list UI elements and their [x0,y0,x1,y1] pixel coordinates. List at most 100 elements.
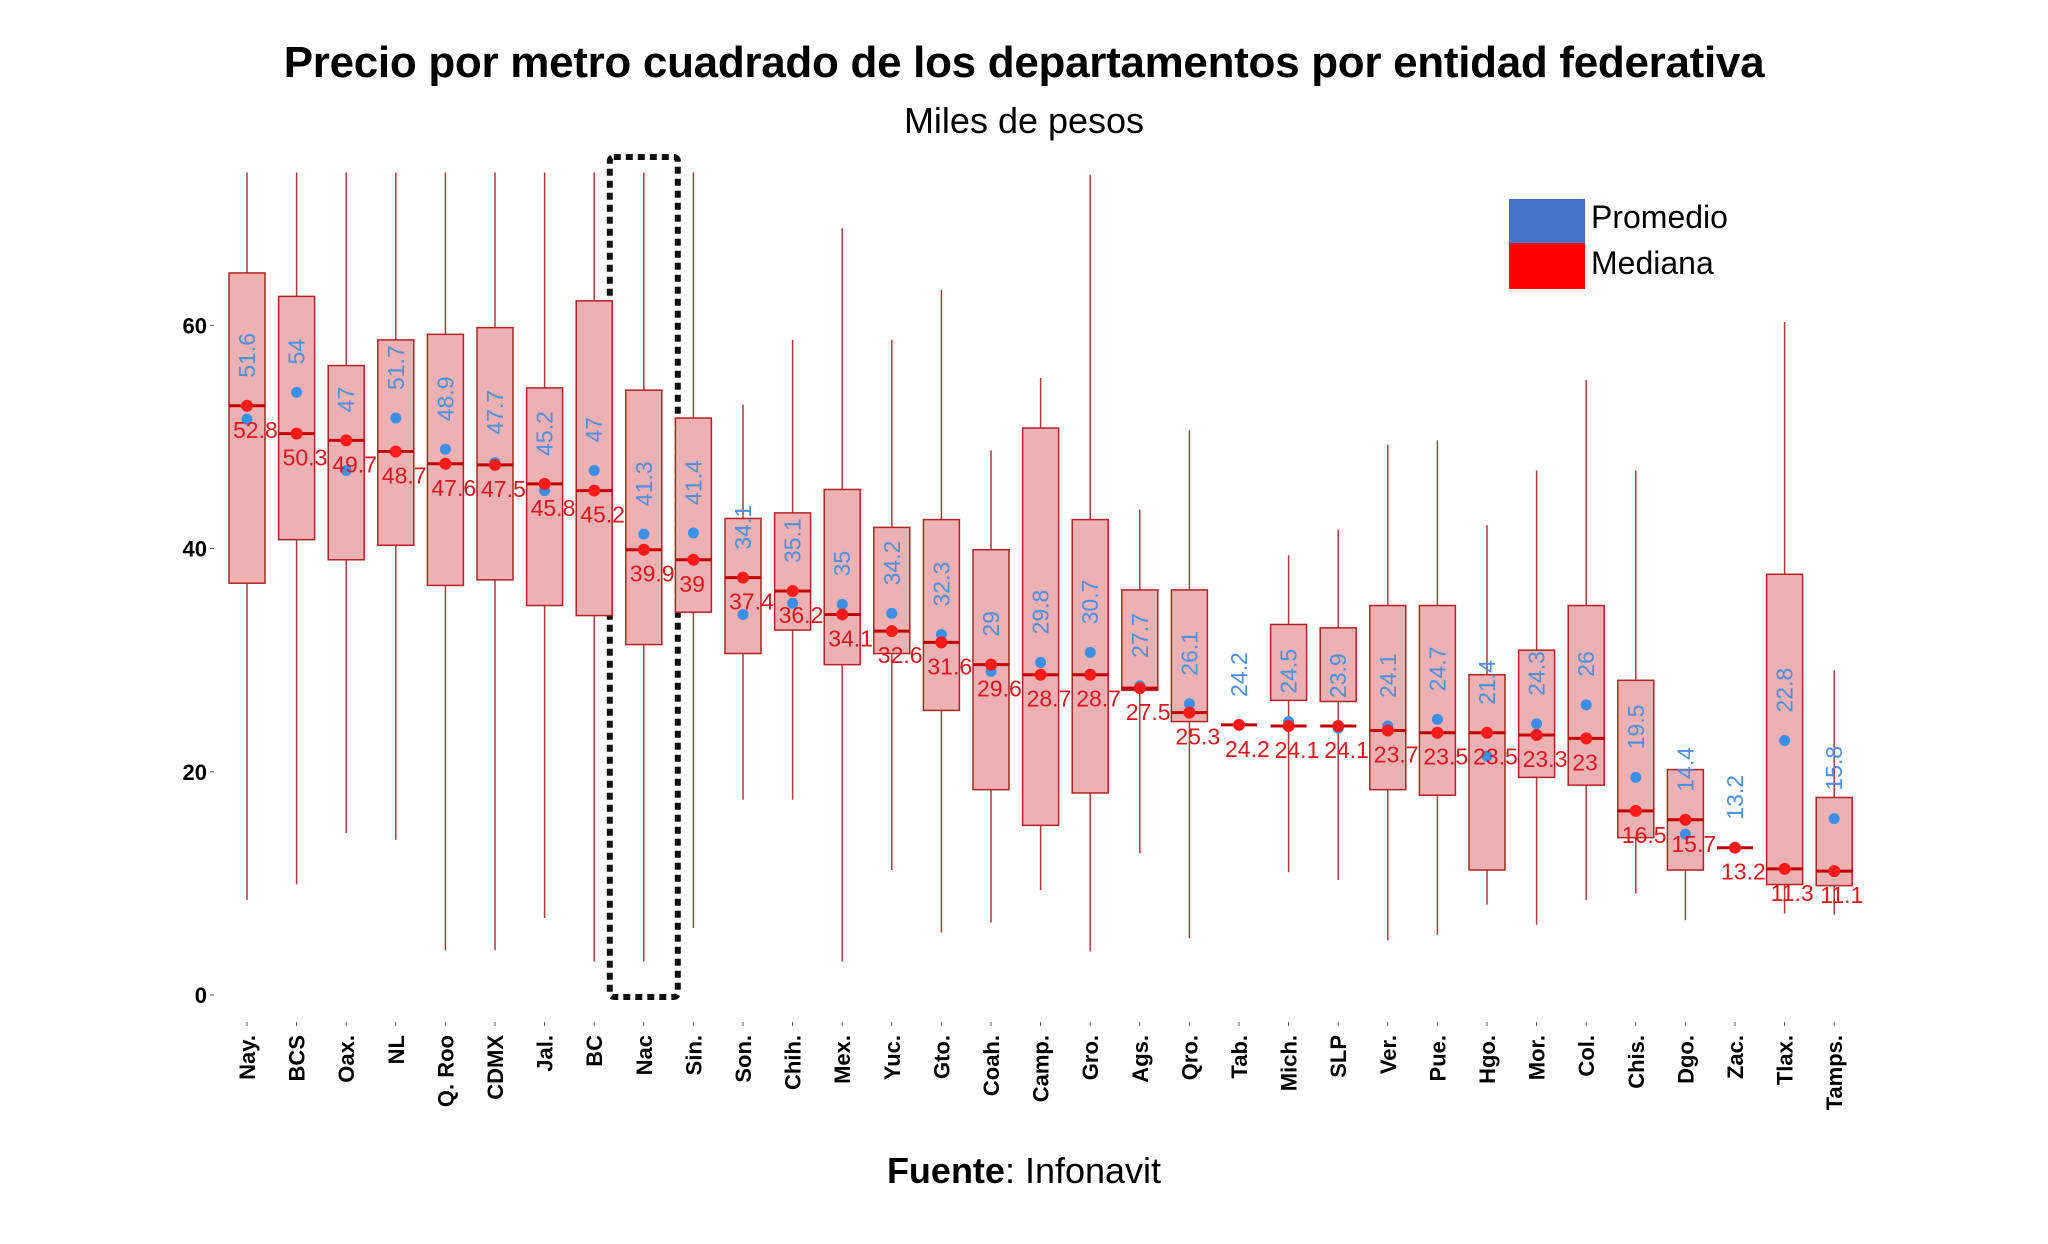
x-tick-label: Tamps. [1822,1035,1847,1110]
iqr-box [277,295,316,541]
iqr-box [1269,623,1308,702]
median-label: 13.2 [1721,859,1766,885]
iqr-box [1517,649,1556,779]
iqr-box [476,326,514,581]
mean-label: 26 [1573,651,1599,677]
median-dot [1034,668,1047,681]
iqr-box [1369,604,1407,791]
mean-dot [1084,646,1096,658]
x-tick-label: Gto. [929,1035,954,1079]
box-sin: 41.4 39 [674,172,713,929]
mean-label: 34.2 [879,541,905,586]
legend: Promedio Mediana [1509,199,1728,289]
mean-dot [1481,750,1493,762]
x-tick-label: Chis. [1624,1035,1649,1089]
median-dot [1233,718,1245,731]
x-tick-label: BC [582,1035,607,1067]
mean-dot [340,464,352,476]
median-label: 24.2 [1225,736,1270,762]
mean-label: 15.8 [1821,746,1847,791]
iqr-box [724,517,762,655]
mean-dot [1431,713,1443,725]
median-dot [489,458,501,471]
box-nac: 41.3 39.9 [625,172,675,962]
median-label: 25.3 [1175,724,1220,750]
iqr-box [1121,589,1159,692]
mean-dot [1630,771,1642,783]
median-label: 24.1 [1324,737,1369,763]
x-tick-label: Camp. [1029,1035,1054,1102]
iqr-box [228,272,266,584]
iqr-box [773,512,812,631]
legend-swatch-mediana [1509,243,1585,289]
median-dot [1729,841,1741,854]
box-qro: 26.1 25.3 [1170,430,1220,939]
median-dot [340,434,353,447]
box-mich: 24.5 24.1 [1269,555,1320,873]
median-dot [241,399,253,412]
box-camp: 29.8 28.7 [1021,377,1071,891]
mean-dot [1035,656,1047,668]
median-dot [1629,804,1642,817]
box-mex: 35 34.1 [823,228,873,962]
median-dot [637,543,650,556]
iqr-box [327,364,365,561]
mean-label: 32.3 [928,562,954,607]
median-label: 48.7 [382,463,427,489]
x-tick-label: Ver. [1376,1035,1401,1074]
mean-label: 35 [829,551,855,577]
median-label: 45.2 [580,502,625,528]
box-dgo: 14.4 15.7 [1666,747,1716,921]
median-dot [1133,682,1146,695]
chart-title: Precio por metro cuadrado de los departa… [283,38,1765,87]
y-tick-label: 0 [195,983,207,1008]
x-tick-label: Nac [632,1035,657,1075]
median-dot [538,477,551,490]
box-tab: 24.2 24.2 [1221,652,1270,762]
box-coah: 29 29.6 [972,450,1022,923]
median-label: 52.8 [233,417,278,443]
mean-label: 48.9 [432,377,458,422]
median-dot [737,571,749,584]
mean-dot [1531,718,1543,730]
box-zac: 13.2 13.2 [1717,775,1766,885]
y-axis: 0 20 40 60 [183,313,214,1008]
x-tick-label: CDMX [483,1035,508,1100]
legend-label-promedio: Promedio [1591,199,1728,235]
x-axis: Nay. BCS Oax. NL Q. Roo CDMX Jal. BC Nac Sin. Son.… [235,1022,1847,1110]
x-tick-label: Qro. [1177,1035,1202,1080]
box-gro: 30.7 28.7 [1071,174,1121,952]
mean-dot [836,598,848,610]
median-label: 49.7 [332,451,377,477]
mean-dot [439,443,451,455]
box-mor: 24.3 23.3 [1517,470,1567,925]
boxes-group: 51.652.85450.34749.751.748.748.947.647.7… [228,172,1863,962]
median-dot [1183,706,1196,719]
x-tick-label: Mex. [830,1035,855,1084]
median-dot [1431,726,1444,739]
x-tick-label: Chih. [781,1035,806,1090]
mean-label: 27.7 [1127,613,1153,658]
median-label: 29.6 [977,676,1022,702]
mean-dot [687,527,699,539]
box-nl: 51.7 48.7 [377,172,427,840]
median-dot [1828,865,1841,878]
x-tick-label: Pue. [1425,1035,1450,1081]
mean-label: 34.1 [730,505,756,550]
mean-dot [886,607,898,619]
mean-dot [1580,699,1592,711]
box-bc: 47 45.2 [575,172,625,962]
median-dot [389,445,402,458]
median-dot [935,636,948,649]
median-dot [885,625,898,638]
median-dot [1282,720,1295,733]
median-label: 39.9 [630,561,675,587]
x-tick-label: Q. Roo [433,1035,458,1107]
median-label: 47.5 [481,476,526,502]
median-dot [1332,720,1345,733]
mean-label: 19.5 [1623,705,1649,750]
x-tick-label: Gro. [1078,1035,1103,1080]
box-ver: 24.1 23.7 [1369,444,1419,941]
median-label: 24.1 [1275,737,1320,763]
